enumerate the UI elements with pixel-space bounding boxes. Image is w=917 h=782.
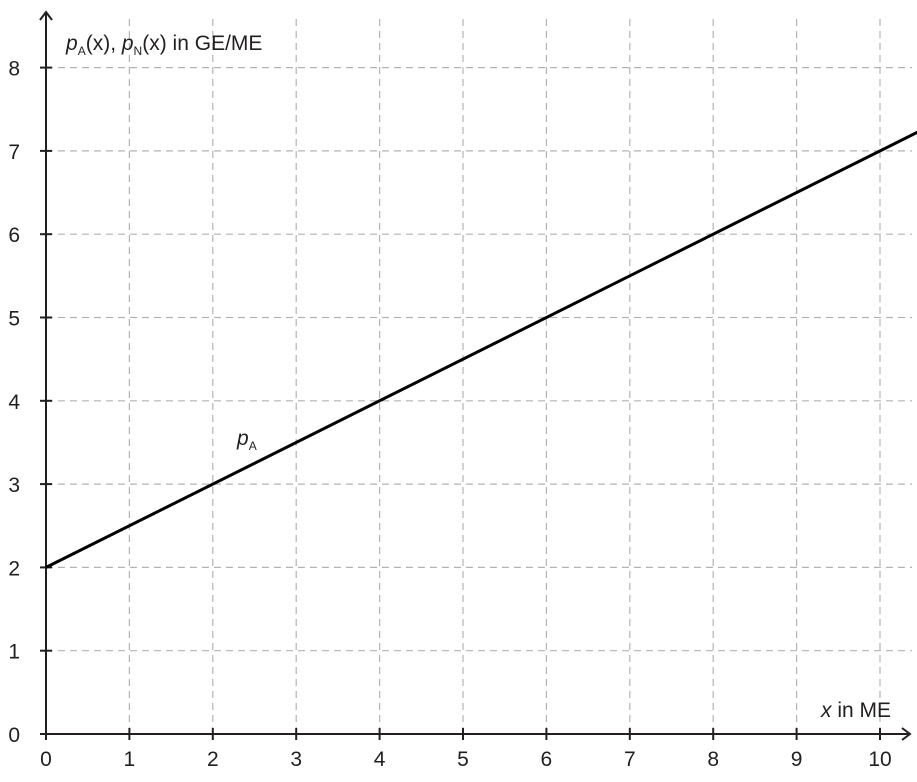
x-tick-label-9: 9 <box>791 748 803 771</box>
x-tick-label-4: 4 <box>374 748 386 771</box>
grid <box>46 14 912 734</box>
y-tick-label-2: 2 <box>8 557 20 580</box>
y-tick-label-6: 6 <box>8 224 20 247</box>
series <box>45 130 917 569</box>
x-tick-label-3: 3 <box>290 748 302 771</box>
x-tick-label-0: 0 <box>40 748 52 771</box>
x-tick-label-6: 6 <box>541 748 553 771</box>
y-tick-label-0: 0 <box>8 724 20 747</box>
x-axis-arrow <box>901 727 912 741</box>
x-tick-label-5: 5 <box>457 748 469 771</box>
y-tick-label-3: 3 <box>8 474 20 497</box>
y-tick-label-4: 4 <box>8 391 20 414</box>
y-tick-label-1: 1 <box>8 641 20 664</box>
y-tick-label-7: 7 <box>8 141 20 164</box>
x-tick-label-2: 2 <box>207 748 219 771</box>
y-axis-arrow <box>39 10 53 21</box>
y-tick-label-8: 8 <box>8 58 20 81</box>
series-line-pA <box>45 130 917 569</box>
x-axis-title: x in ME <box>820 699 891 722</box>
x-tick-label-8: 8 <box>707 748 719 771</box>
y-axis-title: pA(x), pN(x) in GE/ME <box>65 32 262 58</box>
x-tick-label-1: 1 <box>124 748 136 771</box>
x-tick-label-7: 7 <box>624 748 636 771</box>
x-tick-label-10: 10 <box>868 748 891 771</box>
ticks: 0 1 2 3 4 5 6 7 8 9 10 0 1 2 3 4 5 6 7 8 <box>8 58 891 771</box>
y-tick-label-5: 5 <box>8 308 20 331</box>
series-label-pA: pA <box>236 427 257 453</box>
axes <box>39 10 912 741</box>
